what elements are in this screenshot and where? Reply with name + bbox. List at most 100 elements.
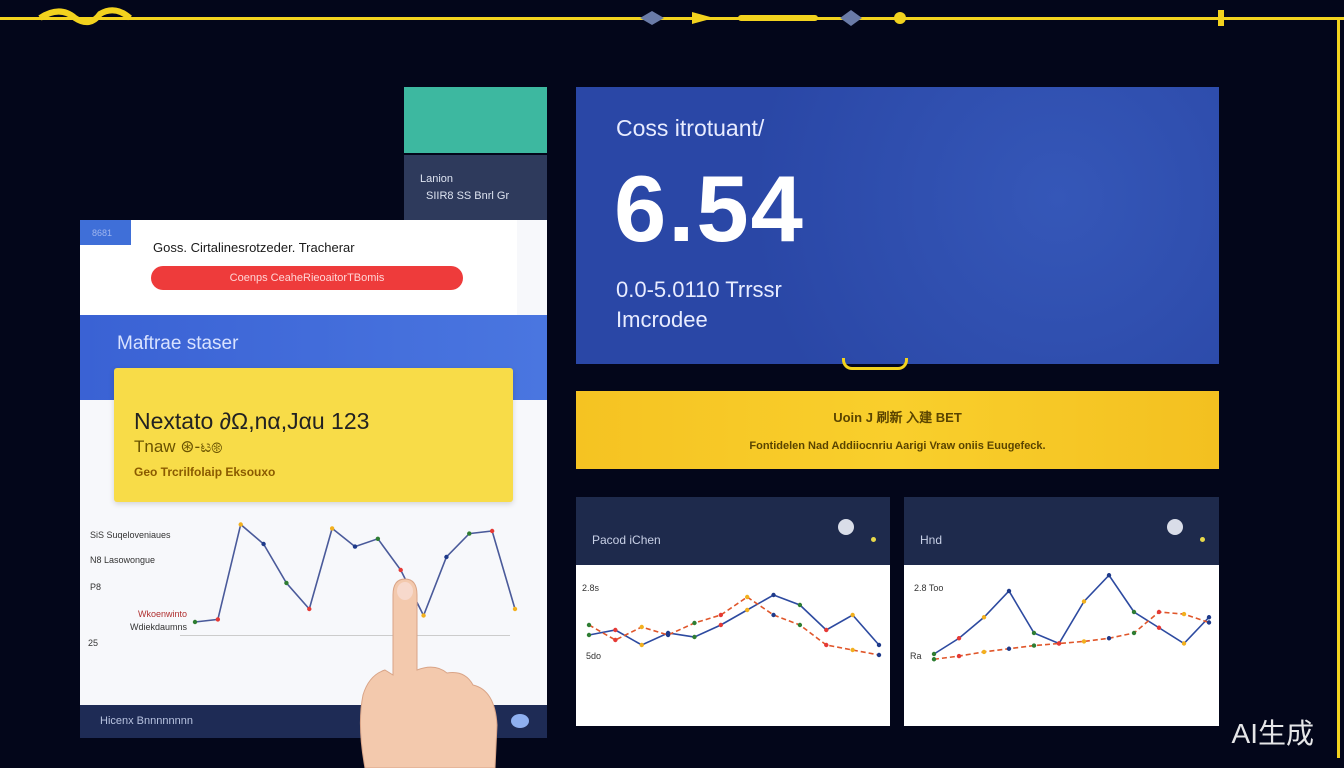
data-point (192, 619, 198, 625)
data-point (1131, 630, 1137, 636)
data-point (1056, 641, 1062, 646)
data-point (613, 637, 618, 643)
banner-text: Fontidelen Nad Addiiocnriu Aarigi Vraw o… (749, 440, 1046, 452)
data-point (352, 544, 358, 549)
data-point (744, 594, 750, 600)
axis-label: 2.8s (582, 583, 600, 593)
highlight-line2: Tnaw ⊛-ಟ⊛ (134, 437, 223, 456)
highlight-line3: Geo Trcrilfolaip Eksouxo (134, 465, 276, 479)
side-panel-line1: Lanion (420, 173, 454, 185)
data-point (215, 617, 221, 622)
data-point (665, 632, 671, 638)
legend-item: P8 (90, 582, 102, 592)
data-point (1106, 636, 1112, 641)
notice-banner: Uoin J 刷新 入建 BET Fontidelen Nad Addiiocn… (576, 391, 1219, 469)
chart-card: Hnd 2.8 Too Ra (904, 497, 1219, 726)
top-ornaments (38, 7, 1224, 26)
side-panel-line2: SIIR8 SS Bnrl Gr (426, 190, 510, 202)
data-point (1181, 641, 1187, 646)
teal-tile (404, 87, 547, 153)
series-line (933, 573, 1210, 655)
metric-card: Coss itrotuant/ 6.54 0.0-5.0110 Trrssr I… (576, 87, 1219, 364)
data-point (718, 622, 724, 628)
metric-value: 6.54 (614, 156, 805, 261)
chart-card: Pacod iChen 2.8s 5do (576, 497, 890, 726)
data-point (931, 657, 937, 662)
legend-item: SiS Suqeloveniaues (90, 530, 171, 540)
globe-icon[interactable] (1167, 519, 1183, 535)
data-point (398, 567, 403, 573)
data-point (1081, 639, 1087, 644)
data-point (876, 642, 882, 648)
ornament-swirl-icon (38, 7, 132, 26)
arrow-icon (692, 12, 714, 24)
series-line (933, 611, 1210, 661)
data-point (931, 651, 937, 657)
status-dot (871, 537, 876, 542)
data-point (850, 612, 855, 618)
banner-heading: Uoin J 刷新 入建 BET (833, 410, 962, 425)
data-point (1156, 625, 1162, 630)
left-line-chart (192, 522, 518, 625)
data-point (307, 606, 312, 612)
chart-plot: 2.8s 5do (576, 565, 890, 726)
data-point (489, 528, 495, 534)
legend-item: N8 Lasowongue (90, 555, 156, 565)
data-point (329, 526, 335, 531)
axis-label: 2.8 Too (914, 583, 944, 593)
red-action-button[interactable]: Coenps CeaheRieoaitorTBomis (151, 266, 463, 290)
data-point (375, 536, 381, 541)
series-line (588, 594, 880, 646)
chart-title: Pacod iChen (592, 533, 661, 547)
data-point (1206, 620, 1212, 625)
legend-item: 25 (88, 638, 99, 648)
data-point (238, 522, 243, 527)
footer-text: Hicenx Bnnnnnnnn (100, 715, 193, 727)
data-point (467, 531, 472, 536)
metric-handle[interactable] (842, 358, 908, 370)
data-point (1181, 611, 1187, 617)
card-tab[interactable]: 8681 (80, 220, 131, 245)
data-point (586, 622, 592, 628)
data-point (692, 634, 697, 640)
data-point (981, 615, 987, 620)
data-point (421, 613, 426, 618)
data-point (1131, 609, 1137, 615)
data-point (444, 554, 449, 560)
data-point (981, 649, 987, 655)
hand-pointer-icon (359, 578, 498, 768)
right-decorative-line (1337, 18, 1340, 758)
data-point (824, 627, 829, 633)
data-point (771, 612, 776, 618)
data-point (1006, 646, 1012, 651)
data-point (613, 627, 618, 633)
data-point (1206, 615, 1212, 620)
data-point (850, 647, 855, 653)
data-point (284, 580, 289, 586)
metric-subtitle: 0.0-5.0110 Trrssr (616, 277, 782, 302)
chart-plot: 2.8 Too Ra (904, 565, 1219, 726)
highlight-line1: Nextato ∂Ω,nα,Jαu 123 (134, 408, 370, 434)
watermark: AI生成 (1231, 718, 1314, 749)
data-point (261, 541, 266, 547)
data-point (797, 602, 803, 608)
globe-icon[interactable] (838, 519, 854, 535)
chart-baseline (180, 635, 510, 636)
card-title: Goss. Cirtalinesrotzeder. Tracherar (153, 240, 355, 255)
data-point (956, 653, 962, 659)
chart-title: Hnd (920, 533, 943, 547)
data-point (692, 620, 697, 626)
footer-toggle-icon[interactable] (511, 714, 529, 728)
highlight-card[interactable]: Nextato ∂Ω,nα,Jαu 123 Tnaw ⊛-ಟ⊛ Geo Trcr… (114, 368, 513, 502)
legend-item: Wkoenwinto (138, 609, 188, 619)
status-dot (1200, 537, 1205, 542)
data-point (744, 607, 750, 613)
data-point (639, 642, 644, 648)
top-decorative-line (0, 17, 1344, 20)
data-point (586, 632, 592, 638)
axis-label: Ra (910, 651, 922, 661)
data-point (771, 592, 776, 598)
data-point (718, 612, 724, 618)
metric-title: Coss itrotuant/ (616, 115, 765, 141)
card-header: 8681 Goss. Cirtalinesrotzeder. Tracherar… (80, 220, 517, 315)
